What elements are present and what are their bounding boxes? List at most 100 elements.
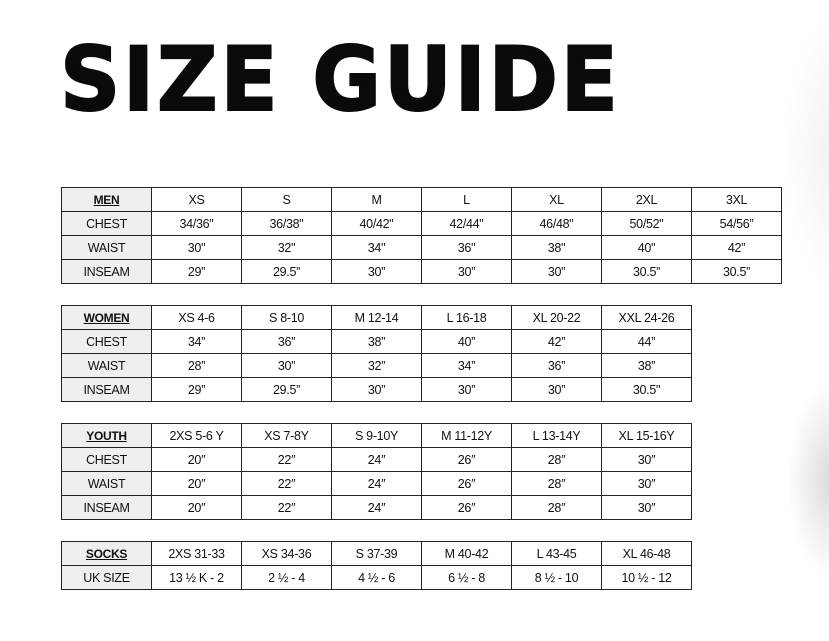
youth-size-table: YOUTH 2XS 5-6 Y XS 7-8Y S 9-10Y M 11-12Y L 13…	[61, 423, 692, 520]
measurement-cell: 54/56”	[691, 211, 782, 236]
table-row: CHEST 34” 36” 38” 40” 42” 44”	[61, 329, 692, 354]
row-label-cell: INSEAM	[61, 259, 152, 284]
size-header-cell: S 37-39	[331, 541, 422, 566]
measurement-cell: 20″	[151, 495, 242, 520]
measurement-cell: 24″	[331, 495, 422, 520]
measurement-cell: 28″	[511, 471, 602, 496]
table-row: WAIST 28” 30” 32” 34” 36” 38”	[61, 353, 692, 378]
measurement-cell: 30”	[421, 377, 512, 402]
measurement-cell: 30″	[601, 447, 692, 472]
measurement-cell: 34/36"	[151, 211, 242, 236]
women-size-table: WOMEN XS 4-6 S 8-10 M 12-14 L 16-18 XL 20-22 X…	[61, 305, 692, 402]
measurement-cell: 30”	[511, 377, 602, 402]
size-header-cell: XS 34-36	[241, 541, 332, 566]
measurement-cell: 22″	[241, 495, 332, 520]
measurement-cell: 4 ½ - 6	[331, 565, 422, 590]
measurement-cell: 22″	[241, 447, 332, 472]
measurement-cell: 32"	[241, 235, 332, 260]
measurement-cell: 30”	[511, 259, 602, 284]
measurement-cell: 36”	[241, 329, 332, 354]
measurement-cell: 30.5”	[691, 259, 782, 284]
size-header-cell: S 9-10Y	[331, 423, 422, 448]
header-row: MEN XS S M L XL 2XL 3XL	[61, 187, 782, 212]
measurement-cell: 30”	[331, 259, 422, 284]
measurement-cell: 42/44"	[421, 211, 512, 236]
measurement-cell: 30”	[241, 353, 332, 378]
measurement-cell: 30”	[421, 259, 512, 284]
measurement-cell: 28”	[151, 353, 242, 378]
measurement-cell: 36”	[511, 353, 602, 378]
size-header-cell: XL 46-48	[601, 541, 692, 566]
measurement-cell: 30"	[151, 235, 242, 260]
measurement-cell: 2 ½ - 4	[241, 565, 332, 590]
measurement-cell: 42”	[511, 329, 602, 354]
measurement-cell: 22″	[241, 471, 332, 496]
measurement-cell: 6 ½ - 8	[421, 565, 512, 590]
size-header-cell: M 12-14	[331, 305, 422, 330]
measurement-cell: 34”	[151, 329, 242, 354]
size-header-cell: S 8-10	[241, 305, 332, 330]
size-header-cell: L	[421, 187, 512, 212]
measurement-cell: 40/42"	[331, 211, 422, 236]
table-title-cell: WOMEN	[61, 305, 152, 330]
size-header-cell: XL 20-22	[511, 305, 602, 330]
row-label-cell: CHEST	[61, 447, 152, 472]
size-header-cell: XS 7-8Y	[241, 423, 332, 448]
size-header-cell: L 13-14Y	[511, 423, 602, 448]
measurement-cell: 28″	[511, 495, 602, 520]
measurement-cell: 28″	[511, 447, 602, 472]
measurement-cell: 20″	[151, 447, 242, 472]
measurement-cell: 38"	[511, 235, 602, 260]
measurement-cell: 36/38"	[241, 211, 332, 236]
measurement-cell: 26″	[421, 495, 512, 520]
size-header-cell: 2XS 5-6 Y	[151, 423, 242, 448]
measurement-cell: 32”	[331, 353, 422, 378]
measurement-cell: 34”	[421, 353, 512, 378]
measurement-cell: 42”	[691, 235, 782, 260]
measurement-cell: 29.5”	[241, 377, 332, 402]
size-header-cell: M 11-12Y	[421, 423, 512, 448]
row-label-cell: WAIST	[61, 235, 152, 260]
measurement-cell: 36"	[421, 235, 512, 260]
size-header-cell: M	[331, 187, 422, 212]
table-title-cell: YOUTH	[61, 423, 152, 448]
socks-size-table: SOCKS 2XS 31-33 XS 34-36 S 37-39 M 40-42 L 43…	[61, 541, 692, 590]
page-title: SIZE GUIDE	[59, 28, 621, 131]
size-header-cell: XS	[151, 187, 242, 212]
row-label-cell: UK SIZE	[61, 565, 152, 590]
measurement-cell: 40”	[421, 329, 512, 354]
measurement-cell: 30″	[601, 495, 692, 520]
size-header-cell: 3XL	[691, 187, 782, 212]
table-row: INSEAM 20″ 22″ 24″ 26″ 28″ 30″	[61, 495, 692, 520]
size-header-cell: S	[241, 187, 332, 212]
measurement-cell: 8 ½ - 10	[511, 565, 602, 590]
measurement-cell: 30”	[331, 377, 422, 402]
measurement-cell: 29”	[151, 259, 242, 284]
measurement-cell: 34"	[331, 235, 422, 260]
size-header-cell: XS 4-6	[151, 305, 242, 330]
table-row: WAIST 20″ 22″ 24″ 26″ 28″ 30″	[61, 471, 692, 496]
table-row: CHEST 34/36" 36/38" 40/42" 42/44" 46/48" 50/52…	[61, 211, 782, 236]
header-row: SOCKS 2XS 31-33 XS 34-36 S 37-39 M 40-42 L 43…	[61, 541, 692, 566]
table-row: CHEST 20″ 22″ 24″ 26″ 28″ 30″	[61, 447, 692, 472]
table-row: INSEAM 29” 29.5” 30” 30” 30” 30.5” 30.5”	[61, 259, 782, 284]
table-title-cell: MEN	[61, 187, 152, 212]
table-row: WAIST 30" 32" 34" 36" 38" 40" 42”	[61, 235, 782, 260]
size-header-cell: 2XS 31-33	[151, 541, 242, 566]
measurement-cell: 29”	[151, 377, 242, 402]
size-header-cell: M 40-42	[421, 541, 512, 566]
measurement-cell: 38”	[601, 353, 692, 378]
size-header-cell: L 43-45	[511, 541, 602, 566]
size-header-cell: XXL 24-26	[601, 305, 692, 330]
measurement-cell: 13 ½ K - 2	[151, 565, 242, 590]
measurement-cell: 20″	[151, 471, 242, 496]
row-label-cell: INSEAM	[61, 377, 152, 402]
measurement-cell: 10 ½ - 12	[601, 565, 692, 590]
header-row: WOMEN XS 4-6 S 8-10 M 12-14 L 16-18 XL 20-22 X…	[61, 305, 692, 330]
size-header-cell: L 16-18	[421, 305, 512, 330]
row-label-cell: CHEST	[61, 211, 152, 236]
measurement-cell: 44”	[601, 329, 692, 354]
size-header-cell: XL	[511, 187, 602, 212]
measurement-cell: 30.5”	[601, 259, 692, 284]
